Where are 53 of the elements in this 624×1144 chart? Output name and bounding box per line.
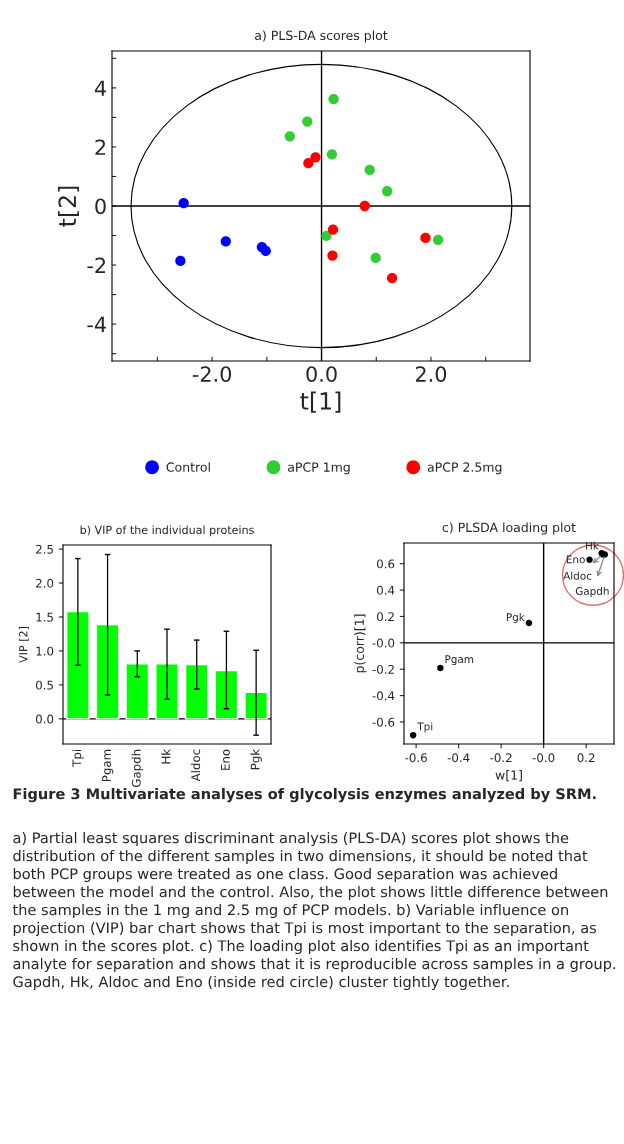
data-label: Gapdh [575, 586, 609, 598]
y-tick-label: 1.5 [36, 612, 53, 622]
y-tick-label: 0.4 [376, 585, 395, 595]
y-tick-label: 0.0 [35, 714, 54, 724]
x-tick-label: -2.0 [192, 366, 232, 382]
x-tick-label: 2.0 [415, 366, 447, 382]
data-label: Hk [586, 541, 599, 550]
y-axis-title: p(corr)[1] [354, 614, 367, 673]
data-label: Aldoc [563, 571, 592, 580]
x-tick-label: Aldoc [191, 749, 201, 782]
caption: Figure 3 Multivariate analyses of glycolysis enzymes analyzed by SRM. [13, 788, 596, 803]
legend-label: aPCP 1mg [288, 462, 350, 475]
chart-title: a) PLS-DA scores plot [255, 30, 388, 43]
y-tick-label: 2.0 [36, 578, 54, 588]
y-tick-label: -0.0 [372, 638, 395, 648]
x-tick-label: Pgk [250, 748, 262, 770]
data-label: Pgk [506, 612, 525, 624]
x-tick-label: 0.2 [577, 753, 595, 763]
y-tick-label: 2 [95, 139, 106, 155]
y-tick-label: 2.5 [36, 544, 53, 554]
data-label: Eno [566, 555, 585, 564]
y-tick-label: 0 [95, 198, 106, 215]
y-axis-title: t[2] [57, 186, 80, 227]
x-tick-label: Pgam [102, 749, 114, 782]
x-tick-label: Eno [221, 749, 230, 770]
y-axis-title: VIP [2] [18, 627, 29, 663]
chart-title: b) VIP of the individual proteins [80, 525, 254, 537]
y-tick-label: -0.6 [372, 717, 395, 727]
y-tick-label: 0.6 [376, 559, 395, 569]
legend-label: aPCP 2.5mg [427, 462, 502, 475]
x-tick-label: -0.4 [447, 753, 470, 763]
x-tick-label: Gapdh [131, 749, 143, 788]
y-tick-label: -4 [87, 316, 106, 333]
y-tick-label: -0.4 [372, 691, 395, 701]
y-tick-label: 4 [94, 80, 106, 96]
y-tick-label: 1.0 [36, 646, 54, 656]
legend-label: Control [166, 462, 210, 472]
x-tick-label: -0.6 [405, 753, 427, 763]
y-tick-label: -2 [87, 257, 106, 273]
x-tick-label: -0.2 [490, 753, 512, 763]
y-tick-label: -0.2 [372, 664, 394, 674]
x-tick-label: Tpi [72, 749, 84, 767]
x-tick-label: -0.0 [532, 753, 555, 763]
x-axis-title: w[1] [495, 770, 522, 782]
x-tick-label: 0.0 [306, 366, 337, 382]
y-tick-label: 0.2 [376, 612, 394, 622]
x-tick-label: Hk [161, 748, 171, 764]
data-label: Pgam [445, 655, 474, 666]
x-axis-title: t[1] [300, 391, 341, 413]
text: a) Partial least squares discriminant analysis (PLS-DA) scores plot shows the distribution of the different samples in two dimensions, it should be noted that both PCP groups were treated as one class. Good separation was achieved between the model and the control. Also, the plot shows little difference between the samples in the 1 mg and 2.5 mg of PCP models. b) Variable influence on projection (VIP) bar chart shows that Tpi is most important to the separation, as shown in the scores plot. c) The loading plot also identifies Tpi as an important analyte for separation and shows that it is reproducible across samples in a group. Gapdh, Hk, Aldoc and Eno (inside red circle) cluster tightly together. [12, 832, 616, 991]
data-label: Tpi [417, 722, 433, 733]
y-tick-label: 0.5 [35, 680, 53, 690]
chart-title: c) PLSDA loading plot [442, 522, 576, 535]
